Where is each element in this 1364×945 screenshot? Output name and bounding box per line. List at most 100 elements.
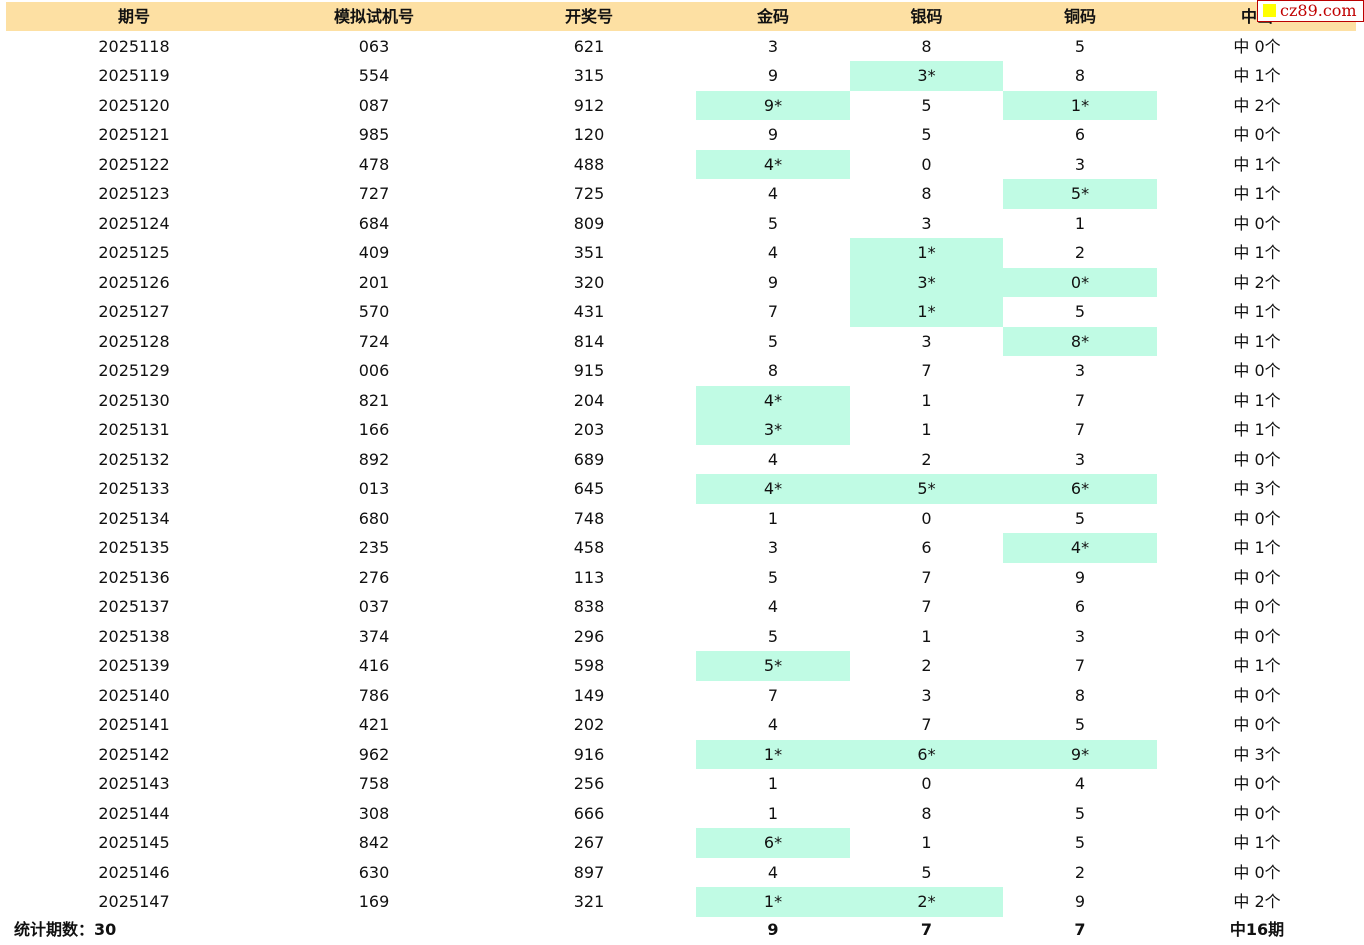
cell-hits: 中 0个 [1233,862,1281,882]
cell-gold: 5 [767,567,779,587]
cell-hits: 中 1个 [1233,184,1281,203]
cell-sim: 037 [358,597,390,616]
cell-silver: 8 [921,184,932,203]
cell-sim: 727 [358,184,390,203]
cell-bronze: 3 [1074,626,1086,646]
cell-draw: 915 [573,361,605,380]
cell-bronze: 3 [1074,449,1086,469]
cell-period: 2025129 [98,361,170,380]
cell-period: 2025142 [98,744,170,764]
cell-gold: 9* [696,90,850,120]
cell-sim: 724 [358,331,390,351]
cell-silver: 5 [921,862,932,882]
cell-silver: 1 [921,626,932,646]
cell-draw: 256 [573,774,605,793]
cell-bronze: 8* [1003,326,1157,356]
cell-silver: 7 [921,361,932,380]
cell-gold: 1* [696,739,850,769]
cell-period: 2025127 [98,302,170,321]
cell-bronze: 5 [1074,508,1086,528]
cell-bronze: 1 [1074,213,1086,233]
cell-period: 2025125 [98,243,170,262]
cell-silver: 1* [850,238,1003,268]
cell-bronze: 5 [1074,715,1086,734]
cell-draw: 689 [573,449,605,469]
cell-sim: 169 [358,892,390,911]
cell-sim: 276 [358,567,390,587]
cell-draw: 838 [573,597,605,616]
footer-count-label: 统计期数：30 [14,920,117,939]
cell-silver: 0 [921,508,932,528]
cell-silver: 3* [850,267,1003,297]
cell-draw: 320 [573,272,605,292]
cell-gold: 4* [696,385,850,415]
cell-period: 2025133 [98,479,170,498]
cell-hits: 中 0个 [1233,685,1281,705]
cell-bronze: 3 [1074,154,1086,174]
cell-sim: 758 [358,774,390,793]
cell-silver: 8 [921,36,932,56]
cell-period: 2025140 [98,685,170,705]
cell-gold: 4 [767,715,779,734]
cell-bronze: 5 [1074,36,1086,56]
header-period: 期号 [117,7,150,26]
cell-silver: 2 [921,656,932,675]
header-gold: 金码 [756,7,789,26]
cell-period: 2025119 [98,66,170,85]
cell-bronze: 9 [1074,567,1086,587]
cell-sim: 235 [358,538,390,557]
cell-sim: 478 [358,154,390,174]
cell-gold: 9 [767,125,779,144]
cell-gold: 4 [767,184,779,203]
cell-draw: 897 [573,862,605,882]
cell-gold: 5 [767,626,779,646]
cell-sim: 087 [358,95,390,115]
cell-draw: 916 [573,744,605,764]
table-header [6,2,1356,31]
cell-gold: 9 [767,66,779,85]
cell-period: 2025130 [98,390,170,410]
cell-hits: 中 1个 [1233,302,1281,321]
cell-period: 2025132 [98,449,170,469]
cell-sim: 201 [358,272,390,292]
cell-bronze: 9* [1003,739,1157,769]
cell-bronze: 2 [1074,243,1086,262]
watermark-logo: cz89.com [1257,0,1364,22]
cell-hits: 中 1个 [1233,243,1281,262]
cell-draw: 431 [573,302,605,321]
cell-sim: 985 [358,125,390,144]
cell-period: 2025143 [98,774,170,793]
cell-period: 2025145 [98,833,170,852]
cell-draw: 204 [573,390,605,410]
cell-sim: 570 [358,302,390,321]
cell-bronze: 4* [1003,533,1157,563]
cell-hits: 中 0个 [1233,626,1281,646]
cell-silver: 3 [921,331,932,351]
cell-draw: 621 [573,36,605,56]
cell-period: 2025123 [98,184,170,203]
cell-bronze: 0* [1003,267,1157,297]
cell-gold: 4* [696,474,850,504]
cell-silver: 3 [921,685,932,705]
cell-draw: 748 [573,508,605,528]
cell-sim: 421 [358,715,390,734]
cell-hits: 中 1个 [1233,538,1281,557]
cell-bronze: 5 [1074,833,1086,852]
cell-period: 2025118 [98,36,170,56]
cell-hits: 中 0个 [1233,36,1281,56]
cell-bronze: 6 [1074,125,1086,144]
cell-gold: 1 [767,803,779,823]
cell-period: 2025147 [98,892,170,911]
cell-period: 2025131 [98,420,170,439]
cell-silver: 5* [850,474,1003,504]
cell-sim: 374 [358,626,390,646]
cell-period: 2025137 [98,597,170,616]
cell-bronze: 5 [1074,803,1086,823]
cell-hits: 中 3个 [1233,744,1281,764]
cell-gold: 1 [767,508,779,528]
cell-gold: 5* [696,651,850,681]
cell-silver: 5 [921,95,932,115]
cell-gold: 4* [696,149,850,179]
cell-hits: 中 0个 [1233,774,1281,793]
